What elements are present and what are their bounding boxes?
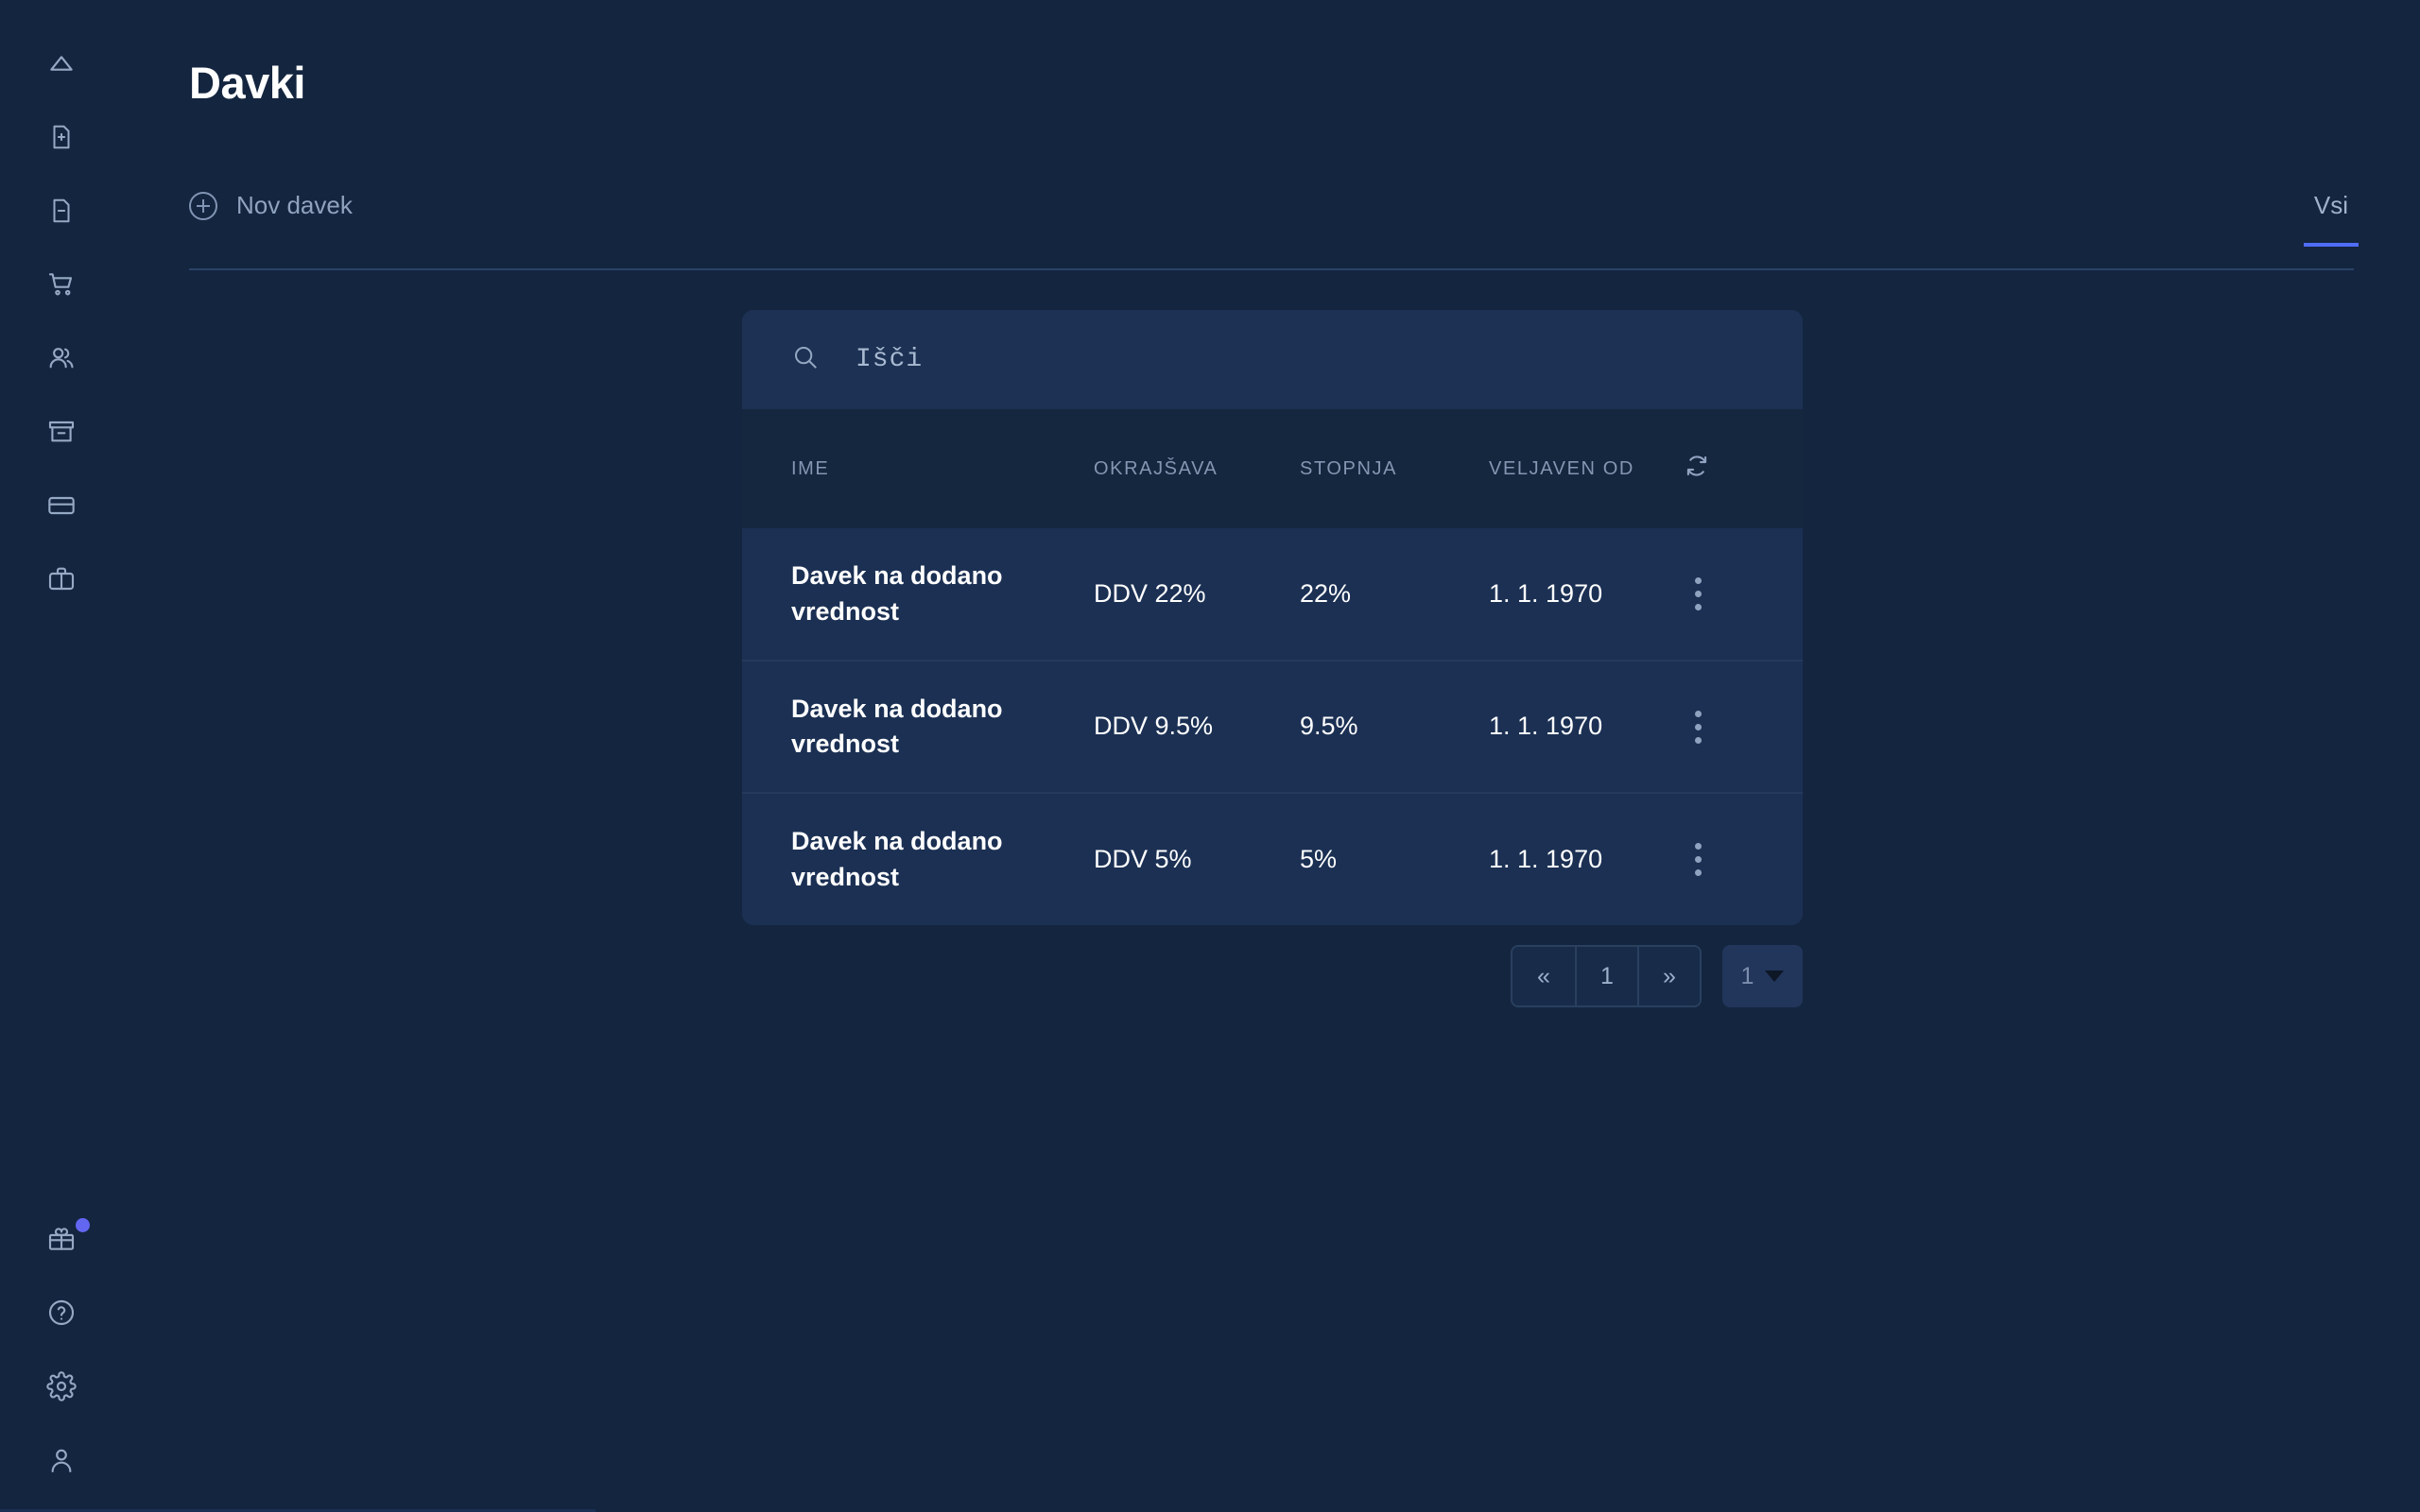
column-header-ime[interactable]: IME <box>791 457 830 479</box>
pager-first-button[interactable]: « <box>1512 947 1575 1005</box>
archive-box-icon <box>46 417 77 447</box>
cell-veljaven-od: 1. 1. 1970 <box>1489 578 1603 608</box>
sidebar-top-group <box>0 26 123 616</box>
sidebar-item-inventory[interactable] <box>0 395 123 469</box>
table-body: Davek na dodano vrednost DDV 22% 22% 1. 1. … <box>742 528 1803 925</box>
table-row[interactable]: Davek na dodano vrednost DDV 9.5% 9.5% 1. 1… <box>742 661 1803 793</box>
column-header-actions <box>1659 409 1803 528</box>
sidebar <box>0 0 596 1512</box>
sidebar-item-rewards[interactable] <box>0 1202 123 1276</box>
page-size-select[interactable]: 1 <box>1722 945 1803 1007</box>
search-bar[interactable]: Išči <box>742 310 1803 409</box>
plus-circle-icon <box>189 191 217 220</box>
cell-stopnja: 5% <box>1300 844 1338 873</box>
document-add-icon <box>47 123 76 151</box>
search-input[interactable]: Išči <box>856 345 924 374</box>
column-header-stopnja[interactable]: STOPNJA <box>1300 457 1398 479</box>
sidebar-item-home[interactable] <box>0 26 123 100</box>
row-menu-icon[interactable] <box>1684 838 1712 882</box>
cell-ime: Davek na dodano vrednost <box>791 561 1003 626</box>
pager-last-button[interactable]: » <box>1637 947 1700 1005</box>
tab-vsi-label: Vsi <box>2313 191 2348 219</box>
new-tax-button[interactable]: Nov davek <box>189 191 353 220</box>
sidebar-bottom-group <box>0 1202 123 1497</box>
main-content: Davki Nov davek Vsi Išči IME O <box>123 0 2420 1512</box>
table-row[interactable]: Davek na dodano vrednost DDV 22% 22% 1. 1. … <box>742 528 1803 661</box>
document-minus-icon <box>47 197 76 225</box>
table-row[interactable]: Davek na dodano vrednost DDV 5% 5% 1. 1. 19… <box>742 793 1803 925</box>
tab-vsi[interactable]: Vsi <box>2303 178 2359 247</box>
home-triangle-icon <box>46 48 77 78</box>
footer-edge <box>0 1509 596 1512</box>
sidebar-item-business[interactable] <box>0 542 123 616</box>
gear-icon <box>46 1371 77 1401</box>
sidebar-item-documents[interactable] <box>0 174 123 248</box>
cell-okrajsava: DDV 9.5% <box>1094 712 1214 741</box>
pager-group: « 1 » <box>1511 945 1702 1007</box>
row-menu-icon[interactable] <box>1684 705 1712 748</box>
column-header-veljaven-od[interactable]: VELJAVEN OD <box>1489 457 1634 479</box>
shopping-cart-icon <box>46 269 77 300</box>
page-title: Davki <box>189 58 305 108</box>
help-circle-icon <box>46 1297 77 1328</box>
taxes-table: IME OKRAJŠAVA STOPNJA VELJAVEN OD <box>742 409 1803 925</box>
cell-okrajsava: DDV 22% <box>1094 578 1206 608</box>
sidebar-item-payments[interactable] <box>0 469 123 542</box>
cell-veljaven-od: 1. 1. 1970 <box>1489 712 1603 741</box>
cell-stopnja: 9.5% <box>1300 712 1358 741</box>
tab-active-indicator <box>2303 243 2359 247</box>
chevron-down-icon <box>1765 971 1785 982</box>
users-icon <box>46 343 77 373</box>
pager-current-page[interactable]: 1 <box>1575 947 1637 1005</box>
table-header-row: IME OKRAJŠAVA STOPNJA VELJAVEN OD <box>742 409 1803 528</box>
sidebar-item-orders[interactable] <box>0 248 123 321</box>
cell-ime: Davek na dodano vrednost <box>791 827 1003 891</box>
notification-badge <box>76 1218 90 1232</box>
table-head: IME OKRAJŠAVA STOPNJA VELJAVEN OD <box>742 409 1803 528</box>
cell-veljaven-od: 1. 1. 1970 <box>1489 844 1603 873</box>
toolbar: Nov davek Vsi <box>189 170 2359 270</box>
sidebar-item-contacts[interactable] <box>0 321 123 395</box>
cell-okrajsava: DDV 5% <box>1094 844 1192 873</box>
credit-card-icon <box>46 490 77 521</box>
sidebar-item-help[interactable] <box>0 1276 123 1349</box>
gift-icon <box>46 1224 77 1254</box>
pagination: « 1 » 1 <box>742 945 1803 1007</box>
page-size-value: 1 <box>1740 962 1754 989</box>
new-tax-label: Nov davek <box>236 191 353 219</box>
user-icon <box>46 1445 77 1475</box>
cell-ime: Davek na dodano vrednost <box>791 694 1003 758</box>
refresh-icon[interactable] <box>1684 455 1710 484</box>
sidebar-item-new-document[interactable] <box>0 100 123 174</box>
briefcase-icon <box>46 564 77 594</box>
cell-stopnja: 22% <box>1300 578 1352 608</box>
search-icon <box>791 343 820 376</box>
cell-actions <box>1659 528 1803 661</box>
column-header-okrajsava[interactable]: OKRAJŠAVA <box>1094 457 1219 479</box>
sidebar-item-account[interactable] <box>0 1423 123 1497</box>
cell-actions <box>1659 793 1803 925</box>
cell-actions <box>1659 661 1803 793</box>
taxes-card: Išči IME OKRAJŠAVA STOPNJA VELJAVEN OD <box>742 310 1803 925</box>
sidebar-item-settings[interactable] <box>0 1349 123 1423</box>
row-menu-icon[interactable] <box>1684 573 1712 616</box>
